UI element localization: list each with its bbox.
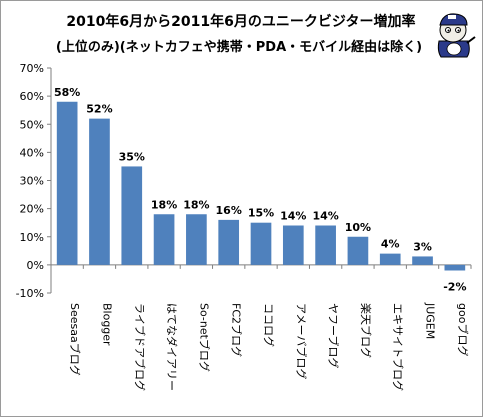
category-label: はてなダイアリー [165, 303, 179, 391]
y-tick-label: 0% [27, 259, 44, 272]
bar [218, 219, 240, 265]
y-tick-label: 30% [20, 175, 44, 188]
chart-subtitle: (上位のみ)(ネットカフェや携帯・PDA・モバイル経由は除く) [56, 39, 422, 55]
data-label: 15% [248, 207, 274, 220]
category-label: 楽天ブログ [359, 303, 373, 358]
data-label: 14% [280, 210, 306, 223]
data-label: 10% [345, 221, 371, 234]
category-label: gooブログ [456, 303, 470, 356]
bar [412, 256, 433, 265]
data-label: 18% [183, 198, 209, 211]
data-label: 58% [54, 86, 80, 99]
data-label: 14% [312, 210, 338, 223]
data-label: -2% [443, 281, 466, 294]
category-label: アメーバブログ [294, 303, 308, 379]
chart-title: 2010年6月から2011年6月のユニークビジター増加率 [66, 13, 415, 30]
bar [347, 236, 369, 265]
category-label: エキサイトブログ [391, 303, 405, 391]
y-tick-label: 50% [20, 118, 44, 131]
category-label: ヤフーブログ [327, 303, 341, 368]
category-label: ココログ [262, 303, 276, 347]
y-tick-label: 20% [20, 203, 44, 216]
y-tick-label: 10% [20, 231, 44, 244]
category-label: So-netブログ [197, 303, 211, 372]
plot-area: 70% 60% 50% 40% 30% 20% 10% 0% -10% 58% Seesaaブログ 5… [16, 62, 472, 391]
y-tick-label: -10% [16, 287, 44, 300]
bar [250, 222, 272, 265]
bar [444, 264, 466, 271]
y-tick-label: 40% [20, 146, 44, 159]
bar [315, 225, 336, 265]
bar [56, 101, 78, 265]
bar [153, 214, 175, 265]
data-label: 4% [381, 238, 400, 251]
category-label: Blogger [100, 303, 113, 346]
bar [121, 166, 143, 265]
data-label: 16% [216, 204, 242, 217]
data-label: 3% [413, 240, 432, 253]
y-tick-label: 60% [20, 90, 44, 103]
bar [89, 118, 110, 265]
bar [379, 253, 401, 265]
data-label: 52% [86, 103, 112, 116]
category-label: Seesaaブログ [68, 303, 82, 376]
bar [186, 214, 207, 265]
category-label: ライブドアブログ [133, 303, 147, 391]
data-label: 18% [151, 198, 177, 211]
bar [282, 225, 304, 265]
category-label: JUGEM [424, 302, 437, 339]
data-label: 35% [119, 150, 145, 163]
y-tick-label: 70% [20, 62, 44, 75]
category-label: FC2ブログ [230, 303, 244, 357]
blogger-mascot-icon [437, 13, 476, 58]
